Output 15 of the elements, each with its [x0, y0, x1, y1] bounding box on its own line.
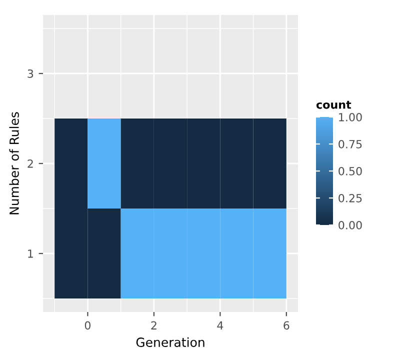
x-tick-label: 0	[84, 321, 91, 330]
color-bar-label: 0.00	[338, 220, 362, 230]
color-bar-label: 0.25	[338, 194, 362, 202]
color-bar-label: 0.50	[338, 166, 362, 176]
x-tick-label: 4	[217, 321, 224, 330]
color-bar-label: 1.00	[339, 112, 362, 122]
y-axis-title: Number of Rules	[9, 112, 19, 214]
x-tick-label: 2	[151, 321, 156, 330]
x-tick-label: 6	[284, 321, 290, 330]
x-axis-title: Generation	[136, 337, 204, 348]
color-bar-label: 0.75	[338, 140, 362, 148]
legend-title: count	[316, 100, 352, 109]
y-tick-label: 2	[28, 159, 33, 168]
y-tick-label: 1	[28, 250, 33, 258]
y-tick-label: 3	[28, 69, 34, 78]
